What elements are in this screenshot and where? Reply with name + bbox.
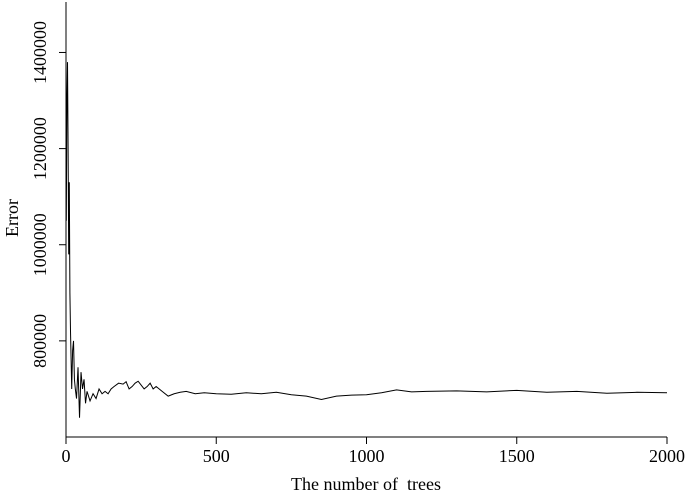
y-tick-label: 1000000 — [30, 213, 50, 276]
x-tick-label: 1500 — [499, 446, 535, 466]
y-tick-label: 1200000 — [30, 117, 50, 180]
x-tick-label: 500 — [203, 446, 230, 466]
y-tick-label: 800000 — [30, 314, 50, 368]
x-tick-label: 0 — [62, 446, 71, 466]
y-axis-label: Error — [2, 199, 22, 237]
x-tick-label: 2000 — [649, 446, 685, 466]
y-tick-label: 1400000 — [30, 21, 50, 84]
x-tick-label: 1000 — [349, 446, 385, 466]
error-line — [65, 62, 668, 418]
x-axis-label: The number of trees — [291, 474, 441, 494]
